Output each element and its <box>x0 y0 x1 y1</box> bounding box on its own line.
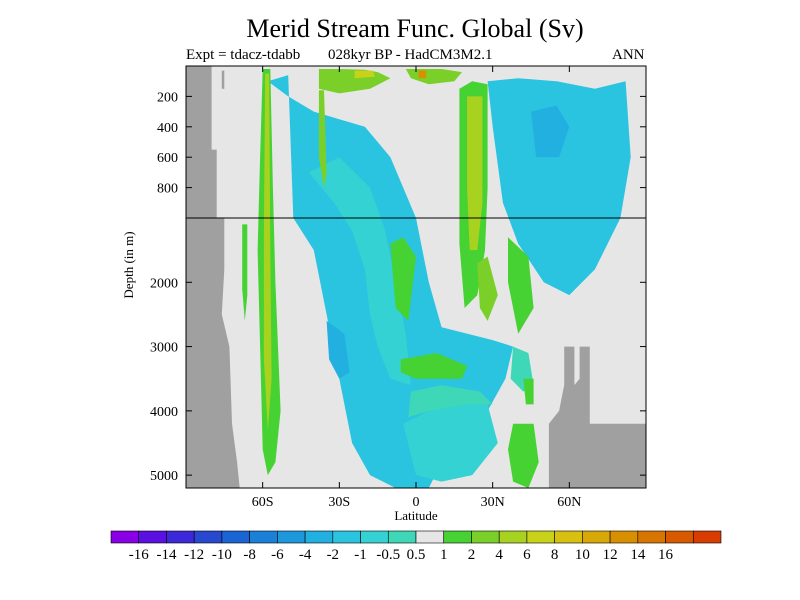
colorbar-label: -14 <box>156 547 176 563</box>
colorbar-swatch <box>332 530 361 544</box>
y-tick-label: 2000 <box>150 276 178 291</box>
colorbar-label: 12 <box>603 547 618 563</box>
colorbar-label: 2 <box>468 547 476 563</box>
contour-region <box>390 237 416 321</box>
x-tick-label: 30S <box>328 495 350 510</box>
colorbar-label: 4 <box>495 547 503 563</box>
contour-region <box>308 157 411 386</box>
colorbar-swatch <box>554 530 583 544</box>
y-tick-label: 800 <box>157 182 178 197</box>
contour-region <box>408 385 493 418</box>
x-tick-label: 60N <box>557 495 581 510</box>
contour-region <box>403 398 498 482</box>
land-mask <box>548 346 646 488</box>
colorbar-swatch <box>221 530 250 544</box>
colorbar-swatch <box>138 530 167 544</box>
y-axis-label: Depth (in m) <box>121 231 136 298</box>
colorbar-swatch <box>249 530 278 544</box>
colorbar-swatch <box>110 530 140 544</box>
colorbar-label: -0.5 <box>376 547 400 563</box>
contour-region <box>400 353 468 379</box>
colorbar-swatch <box>360 530 389 544</box>
colorbar-swatch <box>443 530 472 544</box>
contour-region <box>354 70 376 79</box>
land-mask <box>221 70 225 89</box>
colorbar-label: -6 <box>271 547 284 563</box>
contour-region <box>477 256 498 321</box>
colorbar-label: 10 <box>575 547 590 563</box>
contour-region <box>487 78 631 296</box>
contour-region <box>523 378 534 405</box>
colorbar-label: -4 <box>299 547 312 563</box>
x-tick-label: 30N <box>481 495 505 510</box>
y-tick-label: 5000 <box>150 469 178 484</box>
y-tick-label: 400 <box>157 121 178 136</box>
contour-region <box>318 90 327 188</box>
contour-region <box>508 237 534 334</box>
chart-title: Merid Stream Func. Global (Sv) <box>246 14 584 43</box>
contour-region <box>467 96 483 251</box>
colorbar-label: 1 <box>440 547 448 563</box>
y-tick-label: 3000 <box>150 341 178 356</box>
colorbar-swatch <box>277 530 306 544</box>
colorbar-label: -2 <box>327 547 340 563</box>
contour-region <box>508 423 539 488</box>
colorbar-swatch <box>304 530 334 544</box>
y-tick-label: 600 <box>157 151 178 166</box>
colorbar-swatch <box>498 530 528 544</box>
colorbar-swatch <box>193 530 223 544</box>
x-tick-label: 0 <box>413 495 420 510</box>
colorbar-label: 8 <box>551 547 559 563</box>
land-mask <box>186 66 240 488</box>
colorbar-swatch <box>166 530 195 544</box>
y-tick-label: 4000 <box>150 405 178 420</box>
colorbar-label: -16 <box>129 547 149 563</box>
colorbar-swatch <box>415 530 445 544</box>
colorbar-label: 14 <box>630 547 646 563</box>
season-label: ANN <box>612 47 645 63</box>
contour-region <box>242 224 248 321</box>
contour-region <box>418 70 427 79</box>
colorbar-swatch <box>387 530 417 544</box>
colorbar-swatch <box>582 530 611 544</box>
colorbar-label: -12 <box>184 547 204 563</box>
colorbar-label: 16 <box>658 547 674 563</box>
colorbar-label: -10 <box>212 547 232 563</box>
x-axis-label: Latitude <box>394 508 438 523</box>
colorbar-swatch <box>609 530 639 544</box>
colorbar-swatch <box>526 530 555 544</box>
x-tick-label: 60S <box>252 495 274 510</box>
colorbar-swatch <box>692 530 722 544</box>
experiment-label: Expt = tdacz-tdabb <box>186 47 301 63</box>
colorbar-label: 0.5 <box>407 547 426 563</box>
contour-region <box>531 105 570 158</box>
contour-region <box>263 73 272 431</box>
period-model-label: 028kyr BP - HadCM3M2.1 <box>328 47 493 63</box>
colorbar-swatch <box>471 530 500 544</box>
colorbar-swatch <box>637 530 666 544</box>
colorbar-label: -8 <box>243 547 256 563</box>
colorbar-swatch <box>665 530 694 544</box>
colorbar-label: 6 <box>523 547 531 563</box>
colorbar-label: -1 <box>354 547 367 563</box>
contour-region <box>326 320 350 379</box>
y-tick-label: 200 <box>157 90 178 105</box>
